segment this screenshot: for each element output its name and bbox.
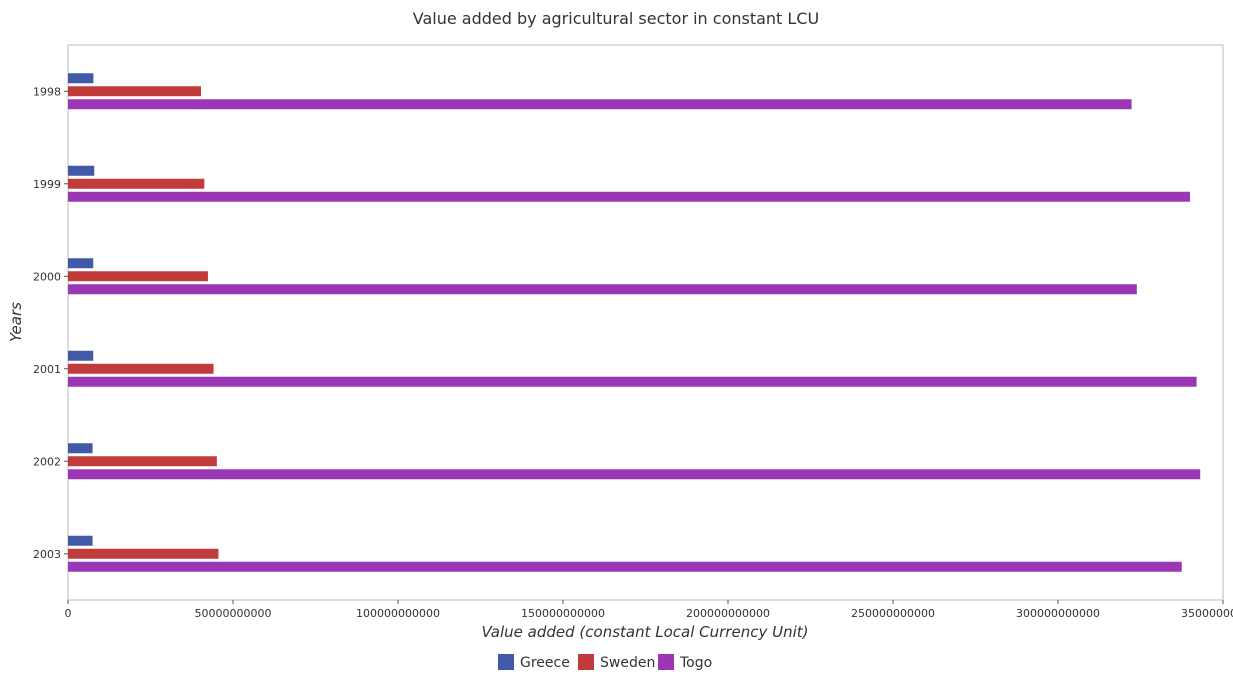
legend-swatch-sweden	[578, 654, 594, 670]
bar-sweden-1998	[68, 86, 201, 97]
x-tick-label: 50000000000	[195, 607, 272, 620]
bar-togo-2002	[68, 469, 1201, 480]
bars-group	[68, 73, 1201, 572]
x-axis-label: Value added (constant Local Currency Uni…	[482, 623, 809, 641]
bar-togo-2003	[68, 561, 1182, 572]
bar-greece-2001	[68, 350, 94, 361]
y-tick-label: 2003	[33, 548, 61, 561]
legend-swatch-togo	[658, 654, 674, 670]
y-tick-label: 2000	[33, 270, 61, 283]
x-tick-labels: 0 50000000000 100000000000 150000000000 2000…	[65, 600, 1233, 620]
plot-area	[67, 44, 1224, 601]
x-tick-label: 150000000000	[521, 607, 605, 620]
bar-greece-2003	[68, 535, 93, 546]
bar-greece-2000	[68, 258, 94, 269]
legend-label-sweden: Sweden	[600, 655, 655, 671]
y-tick-label: 2001	[33, 363, 61, 376]
y-tick-label: 2002	[33, 455, 61, 468]
bar-togo-2001	[68, 376, 1197, 387]
bar-greece-2002	[68, 443, 93, 454]
chart-title: Value added by agricultural sector in co…	[413, 9, 819, 28]
x-tick-label: 350000000000	[1181, 607, 1233, 620]
x-tick-label: 250000000000	[851, 607, 935, 620]
bar-sweden-2002	[68, 456, 217, 467]
legend-label-togo: Togo	[679, 655, 712, 671]
legend-swatch-greece	[498, 654, 514, 670]
bar-sweden-1999	[68, 178, 205, 189]
bar-sweden-2000	[68, 271, 208, 282]
bar-togo-1999	[68, 191, 1190, 202]
bar-togo-1998	[68, 99, 1132, 110]
bar-greece-1999	[68, 165, 95, 176]
bar-togo-2000	[68, 284, 1137, 295]
bar-sweden-2001	[68, 363, 214, 374]
bar-sweden-2003	[68, 548, 219, 559]
x-tick-label: 200000000000	[686, 607, 770, 620]
x-tick-label: 100000000000	[356, 607, 440, 620]
y-tick-label: 1999	[33, 178, 61, 191]
legend-label-greece: Greece	[520, 655, 570, 671]
bar-greece-1998	[68, 73, 94, 84]
y-tick-label: 1998	[33, 85, 61, 98]
legend: Greece Sweden Togo	[498, 654, 712, 671]
y-axis-label: Years	[7, 302, 25, 342]
y-tick-labels: 1998 1999 2000 2001 2002 2003	[33, 85, 68, 561]
x-tick-label: 0	[65, 607, 72, 620]
x-tick-label: 300000000000	[1016, 607, 1100, 620]
